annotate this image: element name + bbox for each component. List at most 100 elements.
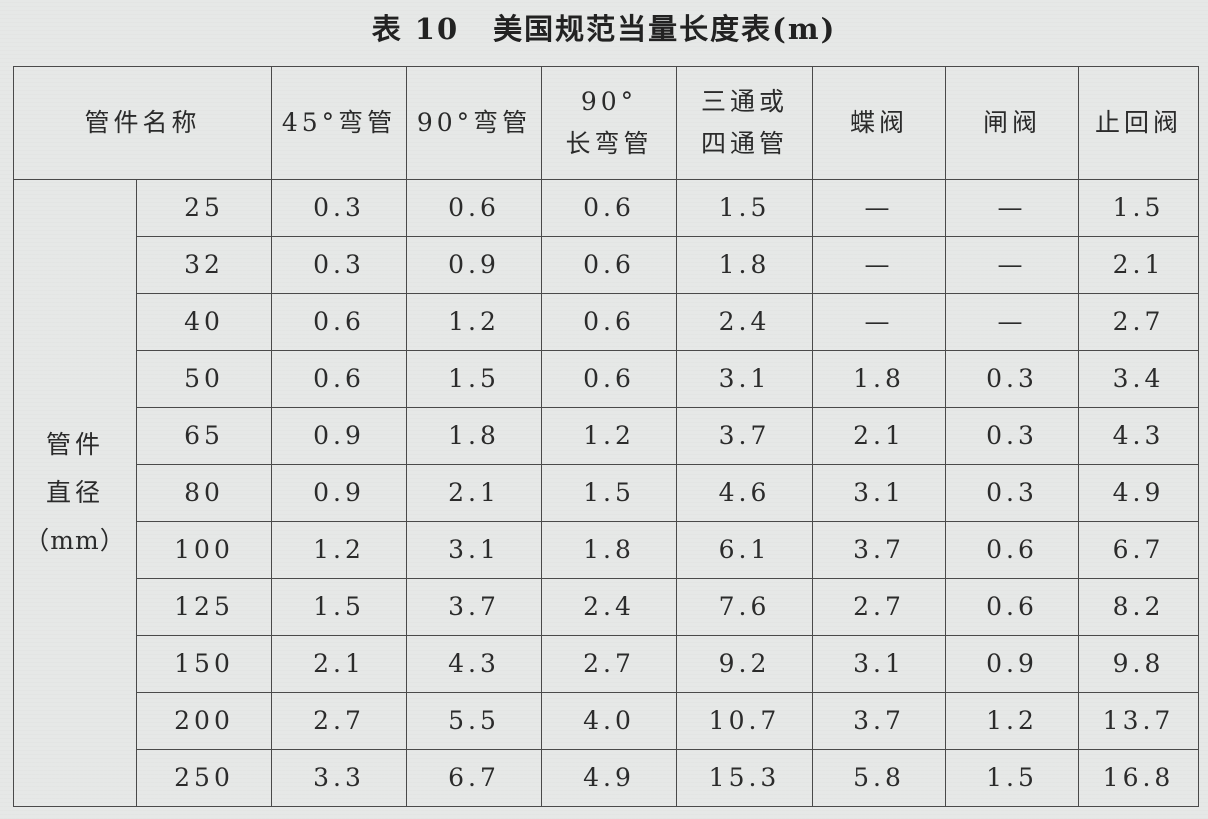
value-cell: 0.6 xyxy=(541,179,678,237)
table-row: 65 0.9 1.8 1.2 3.7 2.1 0.3 4.3 xyxy=(14,407,1200,465)
value-cell: 1.5 xyxy=(945,749,1080,807)
value-cell: 1.2 xyxy=(945,692,1080,750)
value-cell: 10.7 xyxy=(676,692,814,750)
value-cell: 0.9 xyxy=(406,236,543,294)
value-cell: 0.6 xyxy=(541,293,678,351)
header-col-90-elbow: 90°弯管 xyxy=(406,66,543,180)
table-row: 管件 直径 （mm） 25 0.3 0.6 0.6 1.5 — — 1.5 xyxy=(13,179,1200,807)
value-cell: 2.7 xyxy=(541,635,678,693)
table-number: 表 10 xyxy=(371,12,460,46)
table-row: 80 0.9 2.1 1.5 4.6 3.1 0.3 4.9 xyxy=(14,464,1200,522)
value-cell: 7.6 xyxy=(676,578,814,636)
table-row: 250 3.3 6.7 4.9 15.3 5.8 1.5 16.8 xyxy=(14,749,1200,807)
value-cell: 1.5 xyxy=(271,578,408,636)
value-cell: 1.2 xyxy=(406,293,543,351)
value-cell: 1.2 xyxy=(541,407,678,465)
diameter-cell: 65 xyxy=(135,407,273,465)
value-cell: — xyxy=(945,179,1080,237)
value-cell: 0.6 xyxy=(271,350,408,408)
value-cell: 5.8 xyxy=(812,749,947,807)
value-cell: 3.7 xyxy=(406,578,543,636)
value-cell: 2.4 xyxy=(676,293,814,351)
value-cell: 1.5 xyxy=(541,464,678,522)
value-cell: 2.4 xyxy=(541,578,678,636)
value-cell: 0.6 xyxy=(541,350,678,408)
header-col-45-elbow: 45°弯管 xyxy=(271,66,408,180)
value-cell: — xyxy=(812,236,947,294)
table-row: 150 2.1 4.3 2.7 9.2 3.1 0.9 9.8 xyxy=(14,635,1200,693)
value-cell: 16.8 xyxy=(1078,749,1200,807)
value-cell: 0.3 xyxy=(945,464,1080,522)
header-col-tee-cross: 三通或 四通管 xyxy=(676,66,814,180)
value-cell: 0.9 xyxy=(945,635,1080,693)
value-cell: 15.3 xyxy=(676,749,814,807)
value-cell: — xyxy=(812,293,947,351)
value-cell: 1.8 xyxy=(812,350,947,408)
diameter-cell: 125 xyxy=(135,578,273,636)
diameter-cell: 32 xyxy=(135,236,273,294)
header-fitting-name: 管件名称 xyxy=(12,66,273,180)
value-cell: 9.2 xyxy=(676,635,814,693)
diameter-cell: 40 xyxy=(135,293,273,351)
value-cell: 2.1 xyxy=(406,464,543,522)
diameter-cell: 100 xyxy=(135,521,273,579)
value-cell: 3.1 xyxy=(812,635,947,693)
header-col-check-valve: 止回阀 xyxy=(1078,66,1200,180)
value-cell: 0.6 xyxy=(541,236,678,294)
value-cell: — xyxy=(945,293,1080,351)
value-cell: 1.2 xyxy=(271,521,408,579)
value-cell: 4.6 xyxy=(676,464,814,522)
value-cell: 0.6 xyxy=(945,521,1080,579)
value-cell: 4.3 xyxy=(406,635,543,693)
table-row: 200 2.7 5.5 4.0 10.7 3.7 1.2 13.7 xyxy=(14,692,1200,750)
value-cell: 4.0 xyxy=(541,692,678,750)
diameter-cell: 80 xyxy=(135,464,273,522)
value-cell: 3.4 xyxy=(1078,350,1200,408)
value-cell: 3.7 xyxy=(812,692,947,750)
diameter-cell: 50 xyxy=(135,350,273,408)
value-cell: 0.9 xyxy=(271,407,408,465)
diameter-cell: 150 xyxy=(135,635,273,693)
header-row: 管件名称 45°弯管 90°弯管 90° 长弯管 三通或 四通管 蝶阀 闸阀 止回阀 xyxy=(12,66,1200,180)
value-cell: 3.7 xyxy=(812,521,947,579)
value-cell: 1.8 xyxy=(676,236,814,294)
value-cell: 1.5 xyxy=(1078,179,1200,237)
diameter-cell: 250 xyxy=(135,749,273,807)
value-cell: 0.9 xyxy=(271,464,408,522)
value-cell: 3.3 xyxy=(271,749,408,807)
value-cell: 4.9 xyxy=(541,749,678,807)
value-cell: 0.6 xyxy=(271,293,408,351)
value-cell: 5.5 xyxy=(406,692,543,750)
table-row: 100 1.2 3.1 1.8 6.1 3.7 0.6 6.7 xyxy=(14,521,1200,579)
value-cell: 3.1 xyxy=(676,350,814,408)
value-cell: 3.1 xyxy=(812,464,947,522)
equivalent-length-table: 管件名称 45°弯管 90°弯管 90° 长弯管 三通或 四通管 蝶阀 闸阀 止回阀… xyxy=(12,66,1200,807)
value-cell: 2.7 xyxy=(1078,293,1200,351)
value-cell: — xyxy=(812,179,947,237)
value-cell: 2.1 xyxy=(1078,236,1200,294)
value-cell: — xyxy=(945,236,1080,294)
value-cell: 1.5 xyxy=(406,350,543,408)
value-cell: 2.1 xyxy=(271,635,408,693)
value-cell: 6.1 xyxy=(676,521,814,579)
table-row: 40 0.6 1.2 0.6 2.4 — — 2.7 xyxy=(14,293,1200,351)
value-cell: 0.6 xyxy=(406,179,543,237)
value-cell: 4.9 xyxy=(1078,464,1200,522)
table-caption: 表 10 美国规范当量长度表(m) xyxy=(0,4,1208,54)
value-cell: 2.1 xyxy=(812,407,947,465)
value-cell: 3.7 xyxy=(676,407,814,465)
diameter-cell: 25 xyxy=(135,179,273,237)
value-cell: 2.7 xyxy=(271,692,408,750)
value-cell: 2.7 xyxy=(812,578,947,636)
value-cell: 0.3 xyxy=(945,350,1080,408)
value-cell: 3.1 xyxy=(406,521,543,579)
value-cell: 6.7 xyxy=(1078,521,1200,579)
value-cell: 1.8 xyxy=(541,521,678,579)
value-cell: 9.8 xyxy=(1078,635,1200,693)
value-cell: 0.3 xyxy=(271,236,408,294)
value-cell: 13.7 xyxy=(1078,692,1200,750)
value-cell: 4.3 xyxy=(1078,407,1200,465)
value-cell: 0.6 xyxy=(945,578,1080,636)
value-cell: 1.5 xyxy=(676,179,814,237)
